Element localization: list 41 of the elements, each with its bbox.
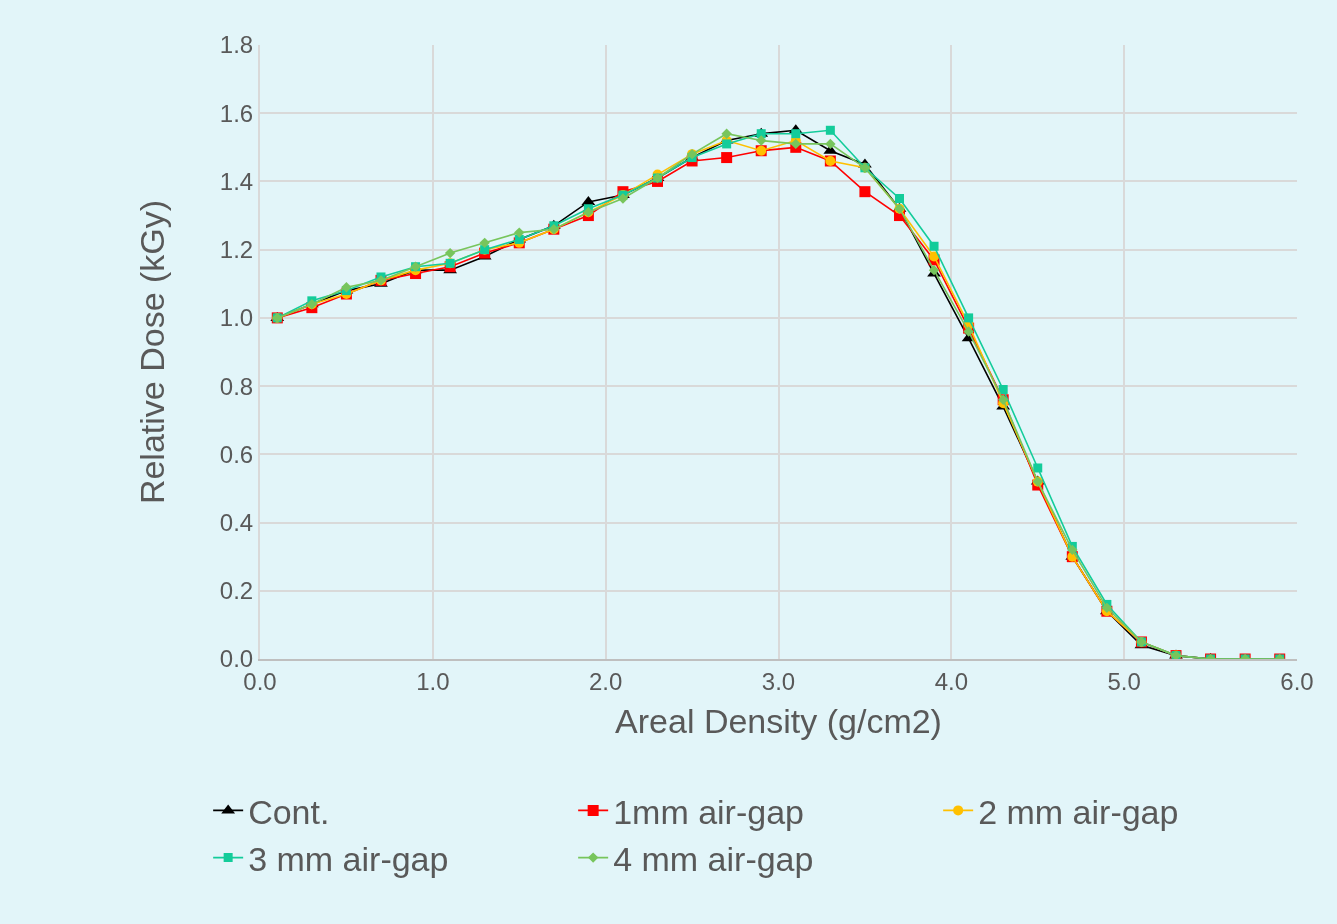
- legend-label: 1mm air-gap: [613, 792, 804, 831]
- y-tick-label: 0.6: [219, 440, 254, 468]
- point: [929, 241, 939, 251]
- point: [1033, 463, 1043, 473]
- y-tick-label: 1.4: [219, 167, 254, 195]
- point: [722, 139, 732, 149]
- point: [444, 247, 456, 259]
- point: [859, 186, 871, 198]
- point: [894, 194, 904, 203]
- point: [929, 251, 940, 262]
- point: [479, 237, 490, 249]
- y-tick-label: 0.8: [219, 372, 254, 400]
- x-tick-label: 4.0: [934, 667, 969, 695]
- y-tick-label: 1.6: [219, 99, 254, 127]
- x-tick-label: 2.0: [588, 667, 623, 695]
- legend-label: 3 mm air-gap: [248, 839, 449, 878]
- x-tick-label: 1.0: [416, 667, 450, 695]
- point: [963, 326, 974, 337]
- point: [825, 125, 835, 135]
- y-tick-label: 1.8: [219, 31, 254, 59]
- point: [964, 313, 974, 323]
- x-tick-label: 6.0: [1280, 667, 1314, 695]
- legend-label: 2 mm air-gap: [978, 792, 1179, 831]
- point: [998, 385, 1008, 395]
- point: [721, 152, 733, 164]
- legend-label: 4 mm air-gap: [613, 839, 814, 878]
- point: [721, 128, 732, 139]
- y-tick-label: 0.4: [219, 508, 254, 536]
- x-tick-label: 5.0: [1107, 667, 1141, 695]
- legend-label: Cont.: [248, 792, 330, 831]
- point: [756, 135, 767, 146]
- point: [791, 129, 801, 139]
- x-tick-label: 3.0: [761, 667, 796, 695]
- y-tick-label: 1.0: [219, 304, 254, 332]
- y-tick-label: 0.2: [219, 577, 254, 605]
- y-tick-label: 1.2: [219, 236, 254, 264]
- y-axis-title: Relative Dose (kGy): [132, 199, 171, 505]
- point: [825, 138, 836, 150]
- point: [1067, 544, 1078, 556]
- x-axis-title: Areal Density (g/cm2): [615, 701, 942, 740]
- point: [514, 227, 525, 238]
